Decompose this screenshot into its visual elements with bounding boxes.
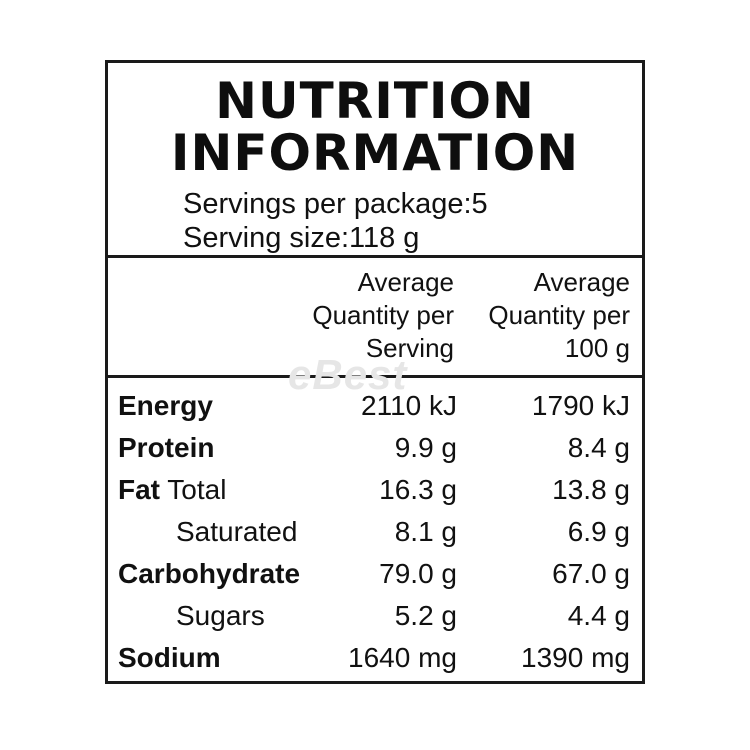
value-per-serving: 9.9 g: [394, 432, 457, 463]
value-per-100g: 8.4 g: [567, 432, 630, 463]
servings-per-package: Servings per package:5: [183, 188, 488, 220]
value-per-100g: 6.9 g: [567, 516, 630, 547]
value-per-100g: 1390 mg: [521, 642, 630, 673]
nutrient-name: Fat Total: [118, 474, 227, 505]
column-header-block: Average Quantity per Serving Average Qua…: [108, 258, 642, 378]
value-per-100g: 67.0 g: [552, 558, 630, 589]
nutrition-panel: NUTRITION INFORMATION Servings per packa…: [105, 60, 645, 684]
value-per-serving: 79.0 g: [379, 558, 457, 589]
column-header-line: Serving: [365, 333, 454, 363]
column-header-per-serving: Average Quantity per Serving: [264, 266, 454, 365]
title-block: NUTRITION INFORMATION Servings per packa…: [108, 63, 642, 258]
serving-size: Serving size:118 g: [183, 222, 420, 254]
column-header-line: Average: [357, 267, 454, 297]
value-per-100g: 4.4 g: [567, 600, 630, 631]
value-per-100g: 1790 kJ: [531, 390, 630, 421]
nutrient-name: Protein: [118, 432, 215, 463]
table-row: Sugars 5.2 g 4.4 g: [108, 595, 642, 637]
value-per-serving: 16.3 g: [379, 474, 457, 505]
value-per-100g: 13.8 g: [552, 474, 630, 505]
column-header-line: Quantity per: [488, 300, 630, 330]
table-row: Energy 2110 kJ 1790 kJ: [108, 385, 642, 427]
watermark: eBest: [288, 351, 408, 398]
nutrient-name: Sugars: [176, 600, 265, 631]
column-header-line: 100 g: [564, 333, 630, 363]
nutrient-name: Carbohydrate: [118, 558, 301, 589]
table-row: Protein 9.9 g 8.4 g: [108, 427, 642, 469]
column-header-line: Quantity per: [312, 300, 454, 330]
title-line-2: INFORMATION: [170, 124, 580, 182]
nutrient-name: Energy: [118, 390, 213, 421]
column-header-per-100g: Average Quantity per 100 g: [455, 266, 630, 365]
column-header-line: Average: [533, 267, 630, 297]
table-row: Saturated 8.1 g 6.9 g: [108, 511, 642, 553]
value-per-serving: 5.2 g: [394, 600, 457, 631]
table-row: Sodium 1640 mg 1390 mg: [108, 637, 642, 679]
nutrient-name: Sodium: [118, 642, 221, 673]
table-row: Carbohydrate 79.0 g 67.0 g: [108, 553, 642, 595]
value-per-serving: 8.1 g: [394, 516, 457, 547]
title-line-1: NUTRITION: [215, 72, 535, 130]
value-per-serving: 2110 kJ: [361, 390, 457, 421]
table-row: Fat Total 16.3 g 13.8 g: [108, 469, 642, 511]
value-per-serving: 1640 mg: [348, 642, 457, 673]
nutrient-name: Saturated: [176, 516, 298, 547]
